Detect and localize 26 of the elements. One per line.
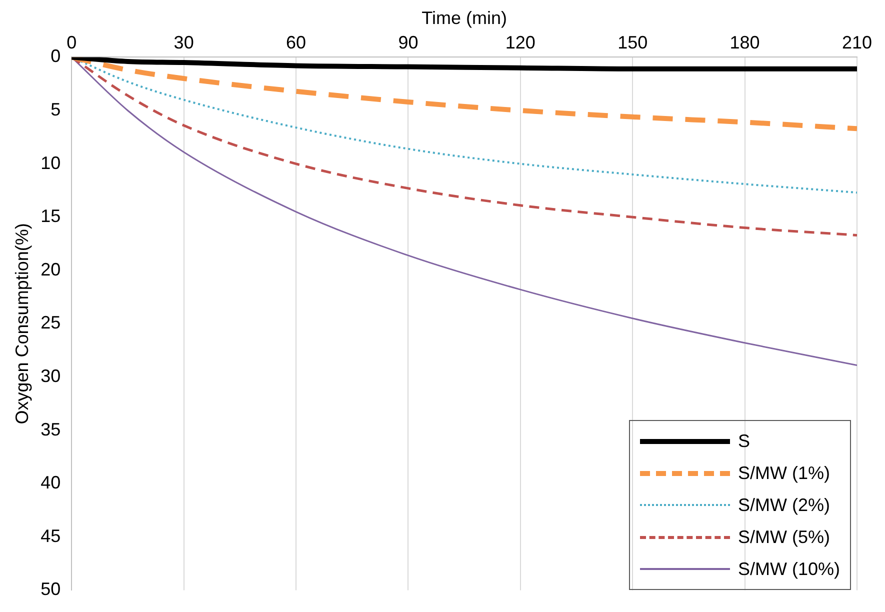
- legend-label: S/MW (5%): [738, 526, 830, 548]
- y-tick-label: 45: [40, 526, 61, 546]
- legend-label: S/MW (1%): [738, 462, 830, 484]
- x-tick-label: 90: [398, 32, 418, 52]
- y-tick-label: 20: [40, 259, 61, 280]
- y-tick-label: 10: [40, 152, 61, 173]
- x-tick-label: 0: [66, 32, 77, 52]
- y-tick-label: 40: [40, 472, 61, 493]
- x-tick-label: 210: [842, 32, 872, 52]
- x-axis-title: Time (min): [422, 8, 507, 28]
- y-tick-label: 30: [40, 366, 61, 386]
- y-tick-label: 0: [50, 46, 61, 66]
- x-tick-label: 30: [174, 32, 194, 52]
- legend-label: S/MW (10%): [738, 558, 840, 580]
- x-tick-label: 120: [505, 32, 536, 52]
- legend-label: S: [738, 430, 750, 452]
- x-tick-label: 150: [618, 32, 648, 52]
- legend-label: S/MW (2%): [738, 494, 830, 516]
- x-tick-label: 60: [286, 32, 306, 52]
- y-tick-label: 25: [40, 312, 61, 333]
- y-tick-label: 15: [40, 206, 61, 226]
- y-axis-title: Oxygen Consumption(%): [12, 223, 32, 424]
- y-tick-label: 5: [50, 99, 61, 120]
- x-tick-label: 180: [730, 32, 760, 52]
- y-tick-label: 35: [40, 419, 61, 440]
- y-tick-label: 50: [40, 579, 61, 600]
